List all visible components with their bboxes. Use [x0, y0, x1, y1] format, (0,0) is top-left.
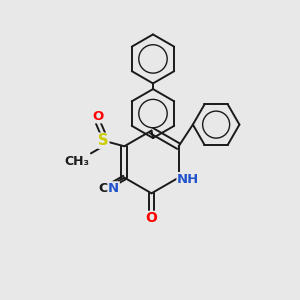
Text: N: N	[108, 182, 119, 195]
Text: C: C	[98, 182, 108, 195]
Text: O: O	[146, 212, 158, 225]
Text: NH: NH	[177, 172, 199, 186]
Text: S: S	[98, 133, 109, 148]
Text: CH₃: CH₃	[64, 155, 89, 168]
Text: O: O	[93, 110, 104, 123]
